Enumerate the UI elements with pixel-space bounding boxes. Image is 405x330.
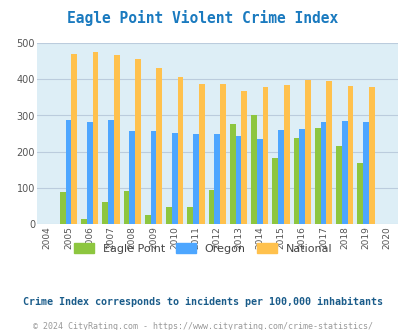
Text: © 2024 CityRating.com - https://www.cityrating.com/crime-statistics/: © 2024 CityRating.com - https://www.city… [33,322,372,330]
Bar [320,122,326,224]
Bar [256,140,262,224]
Bar [277,130,283,224]
Bar [214,134,220,224]
Bar [362,122,368,224]
Bar [235,136,241,224]
Bar [187,207,193,224]
Legend: Eagle Point, Oregon, National: Eagle Point, Oregon, National [69,239,336,258]
Bar [123,191,129,224]
Bar [262,87,268,224]
Bar [71,54,77,224]
Bar [166,207,171,224]
Bar [298,129,304,224]
Bar [293,138,298,224]
Bar [193,134,198,224]
Bar [135,59,141,224]
Bar [108,120,113,224]
Bar [368,87,374,224]
Bar [150,131,156,224]
Bar [87,122,92,224]
Bar [341,120,347,224]
Bar [356,163,362,224]
Bar [156,68,162,224]
Bar [113,55,119,224]
Bar [198,83,204,224]
Bar [177,77,183,224]
Bar [60,192,65,224]
Text: Eagle Point Violent Crime Index: Eagle Point Violent Crime Index [67,10,338,26]
Bar [65,120,71,224]
Bar [326,82,331,224]
Bar [251,115,256,224]
Bar [102,202,108,224]
Bar [145,215,150,224]
Bar [81,219,87,224]
Bar [171,133,177,224]
Text: Crime Index corresponds to incidents per 100,000 inhabitants: Crime Index corresponds to incidents per… [23,297,382,307]
Bar [283,85,289,224]
Bar [208,189,214,224]
Bar [304,80,310,224]
Bar [129,131,135,224]
Bar [335,146,341,224]
Bar [314,128,320,224]
Bar [241,91,247,224]
Bar [272,158,277,224]
Bar [347,86,352,224]
Bar [229,124,235,224]
Bar [220,83,225,224]
Bar [92,52,98,224]
